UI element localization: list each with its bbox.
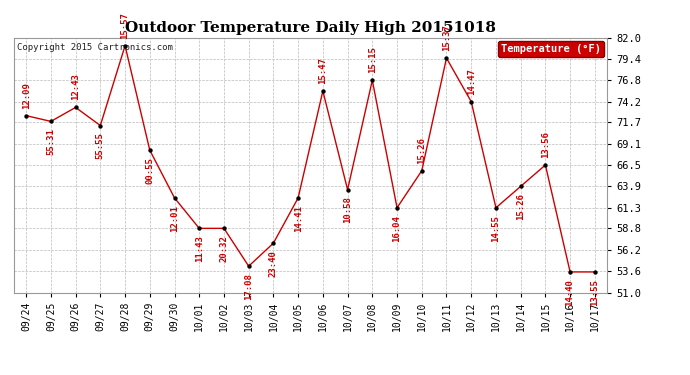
Text: 12:43: 12:43 — [71, 74, 80, 100]
Text: 15:26: 15:26 — [516, 194, 525, 220]
Text: 10:58: 10:58 — [343, 196, 352, 223]
Text: 55:55: 55:55 — [96, 132, 105, 159]
Point — [46, 118, 57, 124]
Point — [391, 205, 402, 211]
Point — [441, 55, 452, 61]
Text: 15:47: 15:47 — [318, 57, 327, 84]
Legend: Temperature (°F): Temperature (°F) — [497, 40, 604, 57]
Point — [564, 269, 575, 275]
Text: 00:55: 00:55 — [146, 157, 155, 184]
Text: 14:40: 14:40 — [566, 279, 575, 306]
Text: 15:37: 15:37 — [442, 24, 451, 51]
Point — [293, 195, 304, 201]
Point — [119, 43, 130, 49]
Text: 20:32: 20:32 — [219, 235, 228, 262]
Point — [194, 225, 205, 231]
Point — [342, 187, 353, 193]
Text: 15:15: 15:15 — [368, 46, 377, 74]
Text: 15:57: 15:57 — [121, 12, 130, 39]
Point — [416, 168, 427, 174]
Point — [95, 123, 106, 129]
Text: 17:08: 17:08 — [244, 273, 253, 300]
Point — [268, 240, 279, 246]
Title: Outdoor Temperature Daily High 20151018: Outdoor Temperature Daily High 20151018 — [125, 21, 496, 35]
Point — [466, 99, 477, 105]
Point — [491, 205, 502, 211]
Point — [21, 112, 32, 118]
Text: 14:47: 14:47 — [466, 68, 475, 95]
Text: 23:40: 23:40 — [269, 250, 278, 277]
Text: 13:55: 13:55 — [591, 279, 600, 306]
Text: 14:55: 14:55 — [491, 215, 500, 242]
Point — [144, 147, 155, 153]
Point — [367, 77, 378, 83]
Point — [317, 88, 328, 94]
Text: Copyright 2015 Cartronics.com: Copyright 2015 Cartronics.com — [17, 43, 172, 52]
Point — [70, 104, 81, 110]
Text: 12:09: 12:09 — [21, 82, 30, 109]
Point — [515, 183, 526, 189]
Point — [243, 263, 254, 269]
Text: 13:56: 13:56 — [541, 131, 550, 158]
Text: 11:43: 11:43 — [195, 235, 204, 262]
Text: 15:26: 15:26 — [417, 137, 426, 164]
Point — [589, 269, 600, 275]
Text: 14:41: 14:41 — [294, 205, 303, 232]
Text: 16:04: 16:04 — [393, 215, 402, 242]
Point — [540, 162, 551, 168]
Text: 55:31: 55:31 — [46, 128, 55, 155]
Point — [219, 225, 230, 231]
Point — [169, 195, 180, 201]
Text: 12:01: 12:01 — [170, 205, 179, 232]
